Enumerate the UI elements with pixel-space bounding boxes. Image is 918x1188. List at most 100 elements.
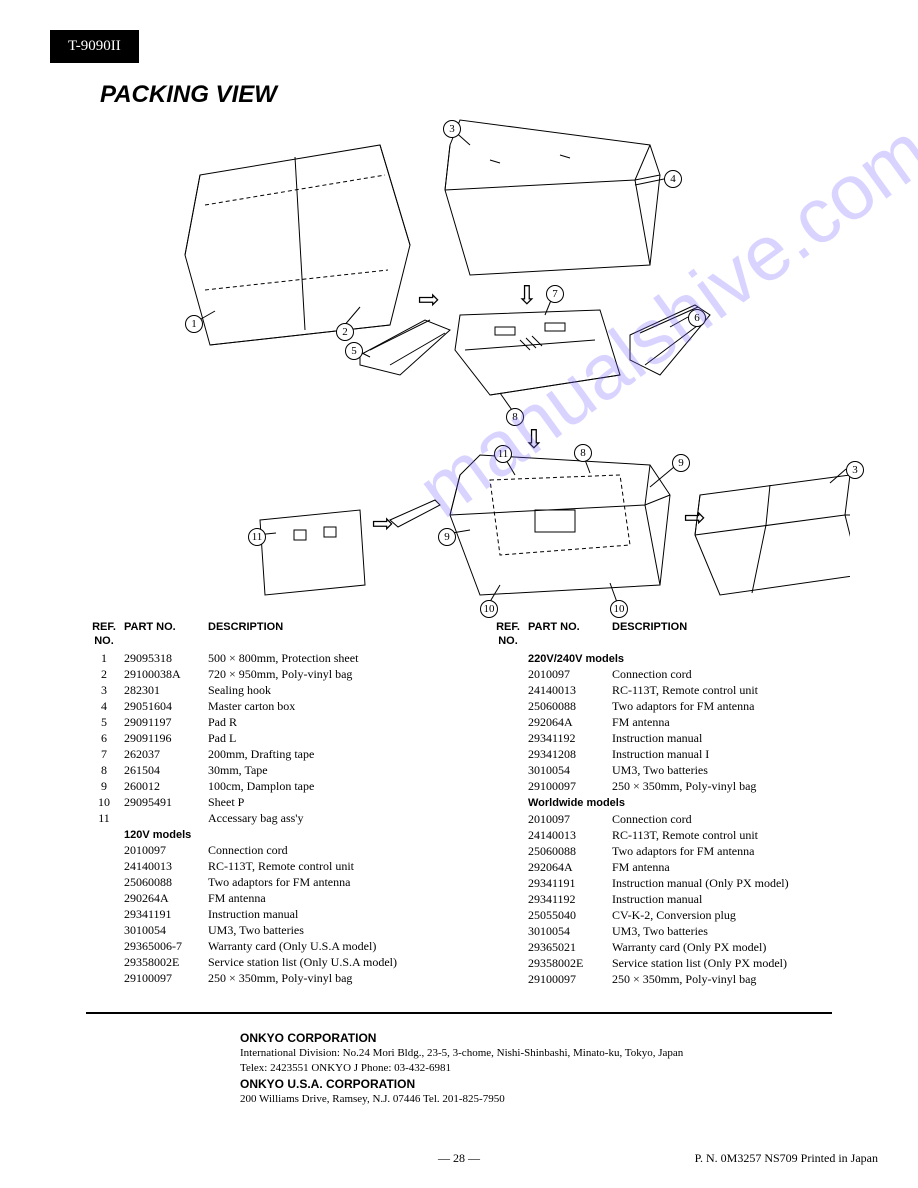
subhead-worldwide: Worldwide models [528,795,868,812]
table-row: 29341191Instruction manual [90,907,464,923]
table-row: 3282301Sealing hook [90,683,464,699]
desc-cell: Instruction manual (Only PX model) [612,876,868,892]
corp-addr-2: 200 Williams Drive, Ramsey, N.J. 07446 T… [240,1092,868,1107]
table-row: 2010097Connection cord [494,667,868,683]
table-row: 229100038A720 × 950mm, Poly-vinyl bag [90,667,464,683]
ref-cell: 1 [90,651,124,667]
callout-1: 1 [185,315,203,333]
corporation-block: ONKYO CORPORATION International Division… [240,1030,868,1107]
desc-cell: Instruction manual [612,731,868,747]
part-cell: 24140013 [528,828,612,844]
desc-cell: Master carton box [208,699,464,715]
desc-cell: 250 × 350mm, Poly-vinyl bag [208,971,464,987]
part-cell: 24140013 [528,683,612,699]
callout-9: 9 [672,454,690,472]
table-row: 529091197Pad R [90,715,464,731]
desc-cell: Pad L [208,731,464,747]
part-cell: 29358002E [124,955,208,971]
table-row: 24140013RC-113T, Remote control unit [90,859,464,875]
table-row: 826150430mm, Tape [90,763,464,779]
table-row: 29365006-7Warranty card (Only U.S.A mode… [90,939,464,955]
ref-cell: 9 [90,779,124,795]
table-row: 2010097Connection cord [494,812,868,828]
ref-cell [494,699,528,715]
col-ref: REF. NO. [494,621,528,651]
table-row: 29341191Instruction manual (Only PX mode… [494,876,868,892]
desc-cell: Instruction manual I [612,747,868,763]
ref-cell [494,812,528,828]
part-cell [124,811,208,827]
part-cell: 29341192 [528,731,612,747]
desc-cell: Two adaptors for FM antenna [612,844,868,860]
part-cell: 25060088 [124,875,208,891]
ref-cell [494,828,528,844]
table-row: 29365021Warranty card (Only PX model) [494,940,868,956]
desc-cell: RC-113T, Remote control unit [612,828,868,844]
callout-5: 5 [345,342,363,360]
part-cell: 262037 [124,747,208,763]
ref-cell: 11 [90,811,124,827]
ref-cell [494,972,528,988]
part-cell: 292064A [528,860,612,876]
table-row: 24140013RC-113T, Remote control unit [494,683,868,699]
flow-arrow: ⇨ [418,285,440,315]
ref-cell: 10 [90,795,124,811]
ref-cell [494,924,528,940]
part-cell: 290264A [124,891,208,907]
callout-10: 10 [480,600,498,618]
table-row: 429051604Master carton box [90,699,464,715]
print-number: P. N. 0M3257 NS709 Printed in Japan [695,1151,878,1166]
callout-4: 4 [664,170,682,188]
part-cell: 29100097 [124,971,208,987]
callout-11: 11 [494,445,512,463]
part-cell: 29095318 [124,651,208,667]
desc-cell: Connection cord [208,843,464,859]
table-row: 29341192Instruction manual [494,731,868,747]
ref-cell: 6 [90,731,124,747]
part-cell: 25055040 [528,908,612,924]
flow-arrow: ⇩ [523,425,545,455]
desc-cell: 250 × 350mm, Poly-vinyl bag [612,779,868,795]
ref-cell: 5 [90,715,124,731]
table-row: 9260012100cm, Damplon tape [90,779,464,795]
desc-cell: Sealing hook [208,683,464,699]
col-part: PART NO. [124,621,208,651]
part-cell: 29341208 [528,747,612,763]
desc-cell: UM3, Two batteries [612,763,868,779]
desc-cell: Accessary bag ass'y [208,811,464,827]
desc-cell: RC-113T, Remote control unit [208,859,464,875]
table-row: 1029095491Sheet P [90,795,464,811]
ref-cell [494,908,528,924]
part-cell: 29365021 [528,940,612,956]
desc-cell: Sheet P [208,795,464,811]
table-row: 3010054UM3, Two batteries [90,923,464,939]
part-cell: 25060088 [528,844,612,860]
ref-cell: 4 [90,699,124,715]
callout-8: 8 [574,444,592,462]
table-row: 292064AFM antenna [494,860,868,876]
desc-cell: FM antenna [208,891,464,907]
table-row: 11 Accessary bag ass'y [90,811,464,827]
ref-cell [494,892,528,908]
desc-cell: Two adaptors for FM antenna [208,875,464,891]
part-cell: 292064A [528,715,612,731]
desc-cell: CV-K-2, Conversion plug [612,908,868,924]
callout-9: 9 [438,528,456,546]
col-ref: REF. NO. [90,621,124,651]
ref-cell [494,747,528,763]
ref-cell [494,779,528,795]
ref-cell [494,956,528,972]
part-cell: 24140013 [124,859,208,875]
desc-cell: Connection cord [612,667,868,683]
ref-cell [494,667,528,683]
part-cell: 29095491 [124,795,208,811]
part-cell: 29091196 [124,731,208,747]
table-row: 29341192Instruction manual [494,892,868,908]
ref-cell [494,876,528,892]
ref-cell [90,859,124,875]
col-desc: DESCRIPTION [612,621,868,651]
desc-cell: RC-113T, Remote control unit [612,683,868,699]
part-cell: 2010097 [528,667,612,683]
desc-cell: 250 × 350mm, Poly-vinyl bag [612,972,868,988]
table-row: 629091196Pad L [90,731,464,747]
